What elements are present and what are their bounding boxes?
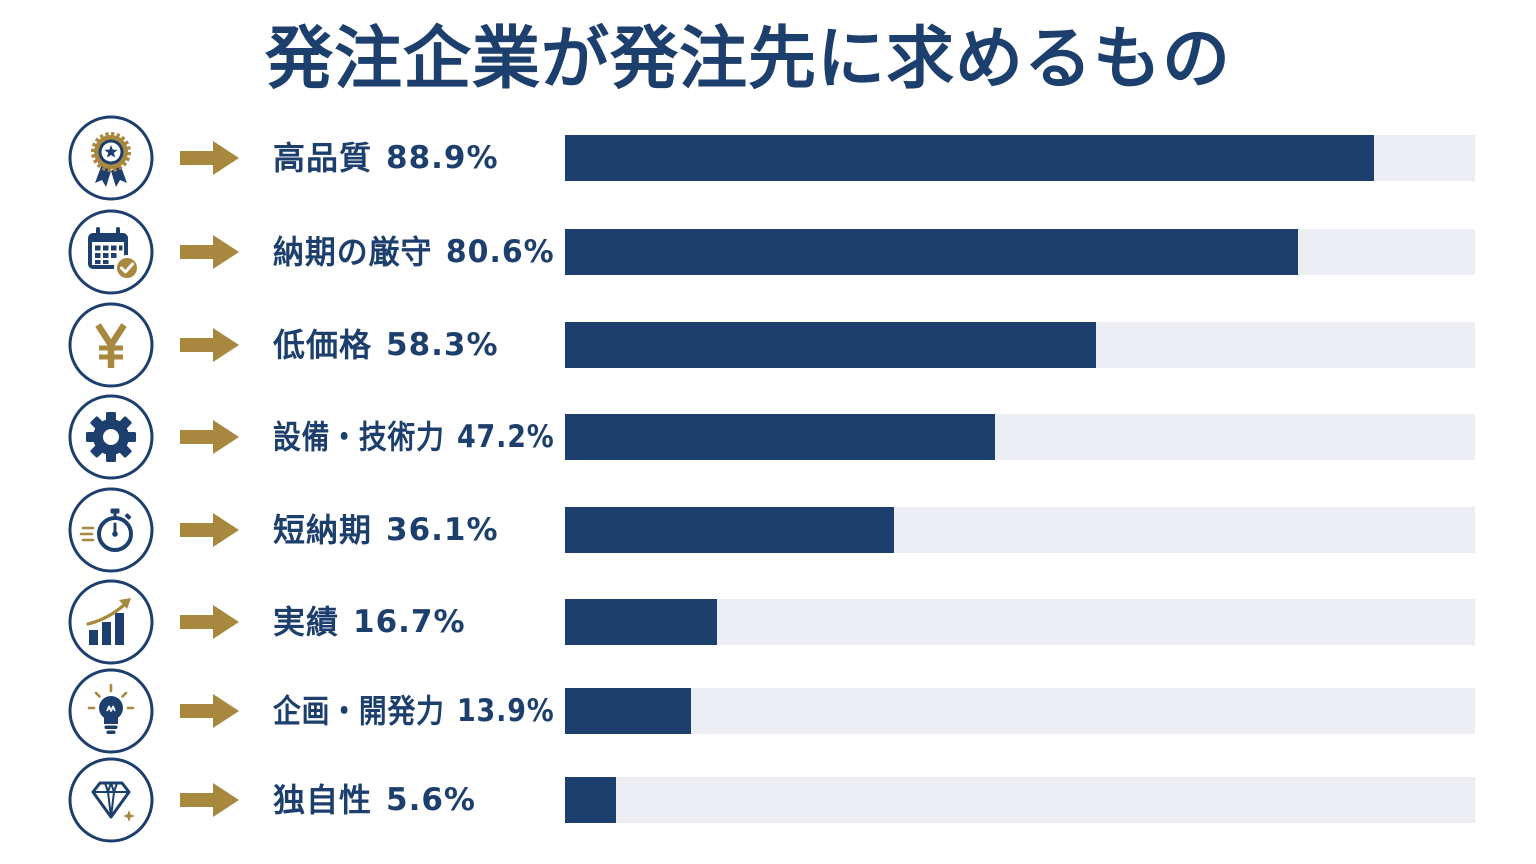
bar-label-group: 低価格 58.3% xyxy=(273,323,499,367)
medal-icon xyxy=(68,115,154,201)
arrow-right-icon xyxy=(180,140,240,176)
bar-fill xyxy=(565,507,894,553)
bar-fill xyxy=(565,229,1299,275)
bar-label-group: 実績 16.7% xyxy=(273,600,466,644)
bar-row: 納期の厳守 80.6% xyxy=(0,206,1536,298)
lightbulb-icon xyxy=(68,668,154,754)
value-label: 88.9% xyxy=(386,140,499,176)
stopwatch-icon xyxy=(68,487,154,573)
value-label: 13.9% xyxy=(456,693,555,729)
bar-track xyxy=(565,229,1475,275)
arrow-right-icon xyxy=(180,693,240,729)
category-label: 企画・開発力 xyxy=(273,692,445,730)
bar-label-group: 企画・開発力 13.9% xyxy=(273,689,555,733)
bar-row: 独自性 5.6% xyxy=(0,754,1536,846)
value-label: 16.7% xyxy=(353,604,466,640)
category-label: 高品質 xyxy=(273,139,373,177)
category-label: 納期の厳守 xyxy=(273,233,433,271)
arrow-right-icon xyxy=(180,419,240,455)
growth-chart-icon xyxy=(68,579,154,665)
bar-row: 実績 16.7% xyxy=(0,576,1536,668)
arrow-right-icon xyxy=(180,782,240,818)
bar-row: 短納期 36.1% xyxy=(0,484,1536,576)
bar-label-group: 独自性 5.6% xyxy=(273,778,476,822)
diamond-icon xyxy=(68,757,154,843)
bar-row: 企画・開発力 13.9% xyxy=(0,665,1536,757)
bar-row: 低価格 58.3% xyxy=(0,299,1536,391)
bar-fill xyxy=(565,135,1374,181)
bar-track xyxy=(565,507,1475,553)
bar-label-group: 納期の厳守 80.6% xyxy=(273,230,555,274)
bar-fill xyxy=(565,777,616,823)
gear-icon xyxy=(68,394,154,480)
category-label: 短納期 xyxy=(273,511,373,549)
growth-chart-icon xyxy=(68,579,154,665)
lightbulb-icon xyxy=(68,668,154,754)
arrow-right-icon xyxy=(180,512,240,548)
bar-row: 設備・技術力 47.2% xyxy=(0,391,1536,483)
arrow-right-icon xyxy=(180,604,240,640)
value-label: 5.6% xyxy=(386,782,476,818)
bar-fill xyxy=(565,322,1096,368)
chart-title: 発注企業が発注先に求めるもの xyxy=(264,20,1231,99)
bar-track xyxy=(565,322,1475,368)
value-label: 47.2% xyxy=(456,419,555,455)
bar-label-group: 高品質 88.9% xyxy=(273,136,499,180)
bar-track xyxy=(565,688,1475,734)
calendar-check-icon xyxy=(68,209,154,295)
yen-icon xyxy=(68,302,154,388)
category-label: 低価格 xyxy=(273,326,373,364)
yen-icon xyxy=(68,302,154,388)
value-label: 80.6% xyxy=(445,234,555,270)
category-label: 実績 xyxy=(273,603,340,641)
medal-icon xyxy=(68,115,154,201)
bar-fill xyxy=(565,599,717,645)
bar-fill xyxy=(565,414,995,460)
bar-fill xyxy=(565,688,692,734)
arrow-right-icon xyxy=(180,327,240,363)
bar-track xyxy=(565,135,1475,181)
diamond-icon xyxy=(68,757,154,843)
stopwatch-icon xyxy=(68,487,154,573)
category-label: 設備・技術力 xyxy=(273,418,445,456)
value-label: 58.3% xyxy=(386,327,499,363)
calendar-check-icon xyxy=(68,209,154,295)
category-label: 独自性 xyxy=(273,781,373,819)
gear-icon xyxy=(68,394,154,480)
bar-track xyxy=(565,777,1475,823)
bar-track xyxy=(565,599,1475,645)
value-label: 36.1% xyxy=(386,512,499,548)
bar-track xyxy=(565,414,1475,460)
arrow-right-icon xyxy=(180,234,240,270)
bar-label-group: 設備・技術力 47.2% xyxy=(273,415,555,459)
bar-label-group: 短納期 36.1% xyxy=(273,508,499,552)
bar-row: 高品質 88.9% xyxy=(0,112,1536,204)
